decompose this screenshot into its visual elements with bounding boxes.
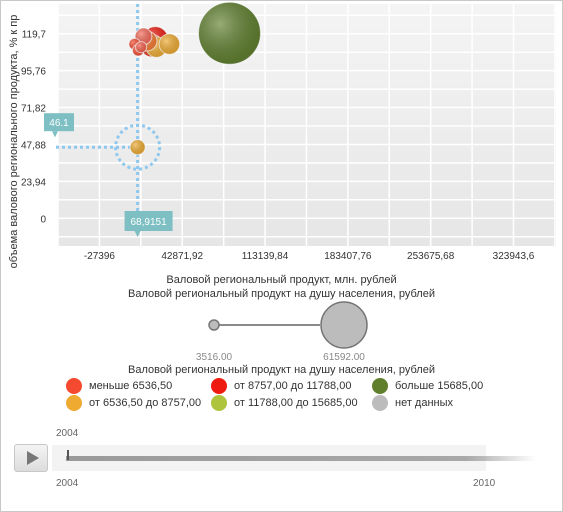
size-legend: 3516,00 61592,00: [196, 301, 368, 360]
x-axis-label: Валовой региональный продукт, млн. рубле…: [166, 274, 397, 286]
y-tick-label: 0: [40, 214, 46, 225]
play-button[interactable]: [14, 444, 48, 472]
highlight-ring-circle: [114, 123, 162, 171]
legend-label: от 8757,00 до 11788,00: [234, 380, 352, 392]
bubble-shade: [159, 33, 180, 55]
legend-swatch: [372, 378, 388, 394]
y-tick-label: 95,76: [21, 67, 46, 78]
x-tick-label: 253675,68: [407, 251, 455, 262]
legend-swatch: [211, 395, 227, 411]
legend-item: от 6536,50 до 8757,00: [66, 395, 201, 411]
bubble-shade: [198, 2, 261, 65]
legend-label: от 11788,00 до 15685,00: [234, 397, 358, 409]
legend-item: от 11788,00 до 15685,00: [211, 395, 358, 411]
legend-label: от 6536,50 до 8757,00: [89, 397, 202, 409]
bubble-chart: 0 23,94 47,88 71,82 95,76 119,7 -27396 42871,9…: [8, 1, 556, 270]
y-axis-ticks: 0 23,94 47,88 71,82 95,76 119,7: [21, 30, 46, 226]
legend-swatch: [66, 378, 82, 394]
size-legend-min-circle: [208, 319, 220, 331]
legend-label: больше 15685,00: [395, 380, 484, 392]
x-callout-label: 68,9151: [131, 217, 168, 228]
y-callout-label: 46.1: [49, 118, 69, 129]
current-year-label: 2004: [56, 428, 79, 439]
legend-item: больше 15685,00: [372, 378, 483, 394]
legend-item: нет данных: [372, 395, 453, 411]
legend-label: нет данных: [395, 397, 454, 409]
y-tick-label: 47,88: [21, 140, 46, 151]
highlight-ring: [114, 123, 162, 171]
callouts: 46.1 68,9151: [44, 113, 173, 237]
bubble-shade: [130, 139, 146, 155]
x-tick-label: 183407,76: [324, 251, 372, 262]
x-callout-box: [124, 211, 173, 231]
legend-label: меньше 6536,50: [89, 380, 173, 392]
x-callout-pointer: [134, 231, 141, 237]
x-tick-label: 113139,84: [242, 251, 289, 262]
x-tick-label: -27396: [84, 251, 116, 262]
grid-lines: [57, 4, 556, 246]
legend-swatch: [66, 395, 82, 411]
y-axis-label: го объема валового регионального продукт…: [8, 15, 20, 270]
legend-swatch: [211, 378, 227, 394]
y-tick-label: 23,94: [21, 177, 46, 188]
timeline-handle[interactable]: [67, 450, 69, 460]
y-tick-label: 119,7: [22, 30, 47, 41]
size-legend-max-label: 61592,00: [323, 352, 365, 360]
x-tick-label: 42871,92: [161, 251, 203, 262]
start-year-label: 2004: [56, 478, 79, 489]
x-tick-label: 323943,6: [493, 251, 535, 262]
timeline-track[interactable]: [66, 456, 536, 461]
end-year-label: 2010: [473, 478, 496, 489]
size-legend-min-label: 3516,00: [196, 352, 233, 360]
color-legend-title: Валовой региональный продукт на душу нас…: [127, 364, 435, 376]
legend-swatch: [372, 395, 388, 411]
bubbles[interactable]: [128, 1, 262, 156]
y-tick-label: 71,82: [21, 104, 46, 115]
size-legend-max-circle: [320, 301, 368, 349]
y-callout-box: [44, 113, 74, 132]
bubble-shade: [135, 41, 147, 53]
x-axis-ticks: -27396 42871,92 113139,84 183407,76 253675,6…: [84, 251, 535, 262]
time-player: 2004 2004 2010: [14, 428, 544, 500]
size-axis-label: Валовой региональный продукт на душу нас…: [127, 288, 435, 300]
legend-item: от 8757,00 до 11788,00: [211, 378, 351, 394]
y-callout-pointer: [52, 131, 58, 138]
legend-item: меньше 6536,50: [66, 378, 172, 394]
